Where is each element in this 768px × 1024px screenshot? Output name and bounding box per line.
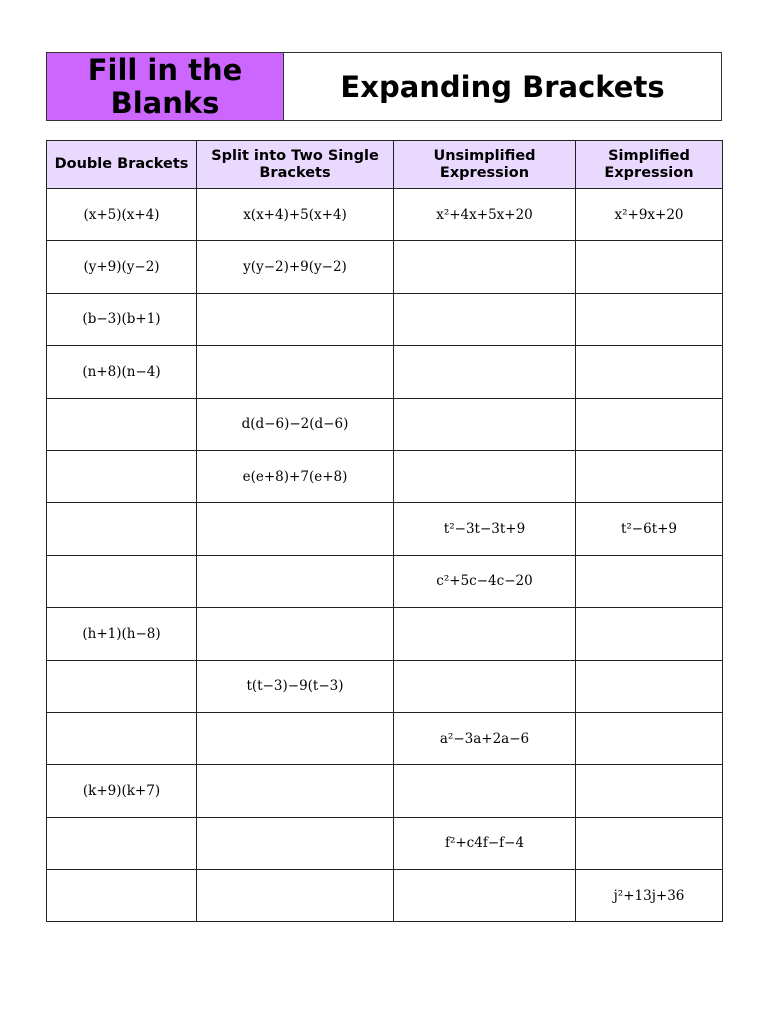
table-cell[interactable] bbox=[575, 292, 723, 347]
table-cell[interactable] bbox=[575, 816, 723, 871]
table-cell[interactable]: x²+4x+5x+20 bbox=[393, 187, 576, 242]
table-row: f²+c4f−f−4 bbox=[46, 816, 723, 871]
table-row: (n+8)(n−4) bbox=[46, 345, 723, 399]
table-cell[interactable]: t²−3t−3t+9 bbox=[393, 502, 576, 556]
table-row: t²−3t−3t+9 t²−6t+9 bbox=[46, 502, 723, 556]
table-row: (h+1)(h−8) bbox=[46, 607, 723, 661]
table-cell[interactable]: (y+9)(y−2) bbox=[46, 240, 197, 294]
table-cell[interactable]: x²+9x+20 bbox=[575, 187, 723, 242]
table-cell[interactable] bbox=[393, 659, 576, 713]
table-cell[interactable] bbox=[196, 502, 394, 556]
table-cell[interactable] bbox=[575, 607, 723, 661]
table-cell[interactable] bbox=[393, 869, 576, 923]
table-row: (y+9)(y−2) y(y−2)+9(y−2) bbox=[46, 240, 723, 294]
table-row: t(t−3)−9(t−3) bbox=[46, 659, 723, 713]
table-cell[interactable] bbox=[46, 449, 197, 504]
table-cell[interactable] bbox=[46, 397, 197, 451]
table-cell[interactable]: d(d−6)−2(d−6) bbox=[196, 397, 394, 451]
table-cell[interactable] bbox=[196, 869, 394, 923]
table-cell[interactable] bbox=[393, 607, 576, 661]
table-cell[interactable]: j²+13j+36 bbox=[575, 869, 723, 923]
table-cell[interactable]: x(x+4)+5(x+4) bbox=[196, 187, 394, 242]
table-cell[interactable]: (h+1)(h−8) bbox=[46, 607, 197, 661]
header-row: Double Brackets Split into Two Single Br… bbox=[46, 140, 723, 189]
table-cell[interactable] bbox=[575, 764, 723, 818]
table-row: (k+9)(k+7) bbox=[46, 764, 723, 818]
table-row: d(d−6)−2(d−6) bbox=[46, 397, 723, 451]
column-header: Simplified Expression bbox=[575, 140, 723, 189]
worksheet-title: Expanding Brackets bbox=[340, 69, 665, 104]
table-cell[interactable]: f²+c4f−f−4 bbox=[393, 816, 576, 871]
table-cell[interactable]: a²−3a+2a−6 bbox=[393, 711, 576, 766]
table-row: e(e+8)+7(e+8) bbox=[46, 449, 723, 504]
table-cell[interactable] bbox=[575, 345, 723, 399]
table-cell[interactable]: (k+9)(k+7) bbox=[46, 764, 197, 818]
table-cell[interactable] bbox=[393, 292, 576, 347]
table-cell[interactable] bbox=[575, 397, 723, 451]
table-cell[interactable] bbox=[196, 816, 394, 871]
table-cell[interactable]: (n+8)(n−4) bbox=[46, 345, 197, 399]
table-cell[interactable] bbox=[46, 502, 197, 556]
column-header: Split into Two Single Brackets bbox=[196, 140, 394, 189]
title-box: Fill in the Blanks Expanding Brackets bbox=[46, 52, 722, 121]
table-cell[interactable] bbox=[575, 449, 723, 504]
table-cell[interactable] bbox=[196, 607, 394, 661]
table-cell[interactable] bbox=[393, 240, 576, 294]
table-row: (b−3)(b+1) bbox=[46, 292, 723, 347]
table-cell[interactable] bbox=[196, 711, 394, 766]
column-header: Double Brackets bbox=[46, 140, 197, 189]
table-cell[interactable] bbox=[46, 816, 197, 871]
table-cell[interactable] bbox=[393, 449, 576, 504]
table-cell[interactable] bbox=[46, 659, 197, 713]
worksheet-type-label: Fill in the Blanks bbox=[47, 53, 284, 120]
table-cell[interactable] bbox=[575, 554, 723, 609]
table-row: (x+5)(x+4) x(x+4)+5(x+4) x²+4x+5x+20 x²+9x+… bbox=[46, 187, 723, 242]
table-cell[interactable]: t²−6t+9 bbox=[575, 502, 723, 556]
worksheet-table: Double Brackets Split into Two Single Br… bbox=[46, 140, 723, 923]
table-cell[interactable]: e(e+8)+7(e+8) bbox=[196, 449, 394, 504]
table-cell[interactable] bbox=[46, 711, 197, 766]
table-cell[interactable] bbox=[46, 869, 197, 923]
table-cell[interactable] bbox=[393, 397, 576, 451]
table-cell[interactable] bbox=[393, 345, 576, 399]
table-cell[interactable] bbox=[196, 345, 394, 399]
table-cell[interactable] bbox=[196, 292, 394, 347]
table-row: c²+5c−4c−20 bbox=[46, 554, 723, 609]
table-cell[interactable] bbox=[575, 711, 723, 766]
table-cell[interactable]: (b−3)(b+1) bbox=[46, 292, 197, 347]
column-header: Unsimplified Expression bbox=[393, 140, 576, 189]
table-cell[interactable]: c²+5c−4c−20 bbox=[393, 554, 576, 609]
table-row: a²−3a+2a−6 bbox=[46, 711, 723, 766]
table-cell[interactable] bbox=[196, 764, 394, 818]
table-cell[interactable]: t(t−3)−9(t−3) bbox=[196, 659, 394, 713]
table-cell[interactable] bbox=[575, 240, 723, 294]
table-cell[interactable] bbox=[393, 764, 576, 818]
table-cell[interactable] bbox=[196, 554, 394, 609]
table-cell[interactable]: y(y−2)+9(y−2) bbox=[196, 240, 394, 294]
table-row: j²+13j+36 bbox=[46, 869, 723, 923]
table-cell[interactable] bbox=[46, 554, 197, 609]
table-cell[interactable]: (x+5)(x+4) bbox=[46, 187, 197, 242]
table-cell[interactable] bbox=[575, 659, 723, 713]
